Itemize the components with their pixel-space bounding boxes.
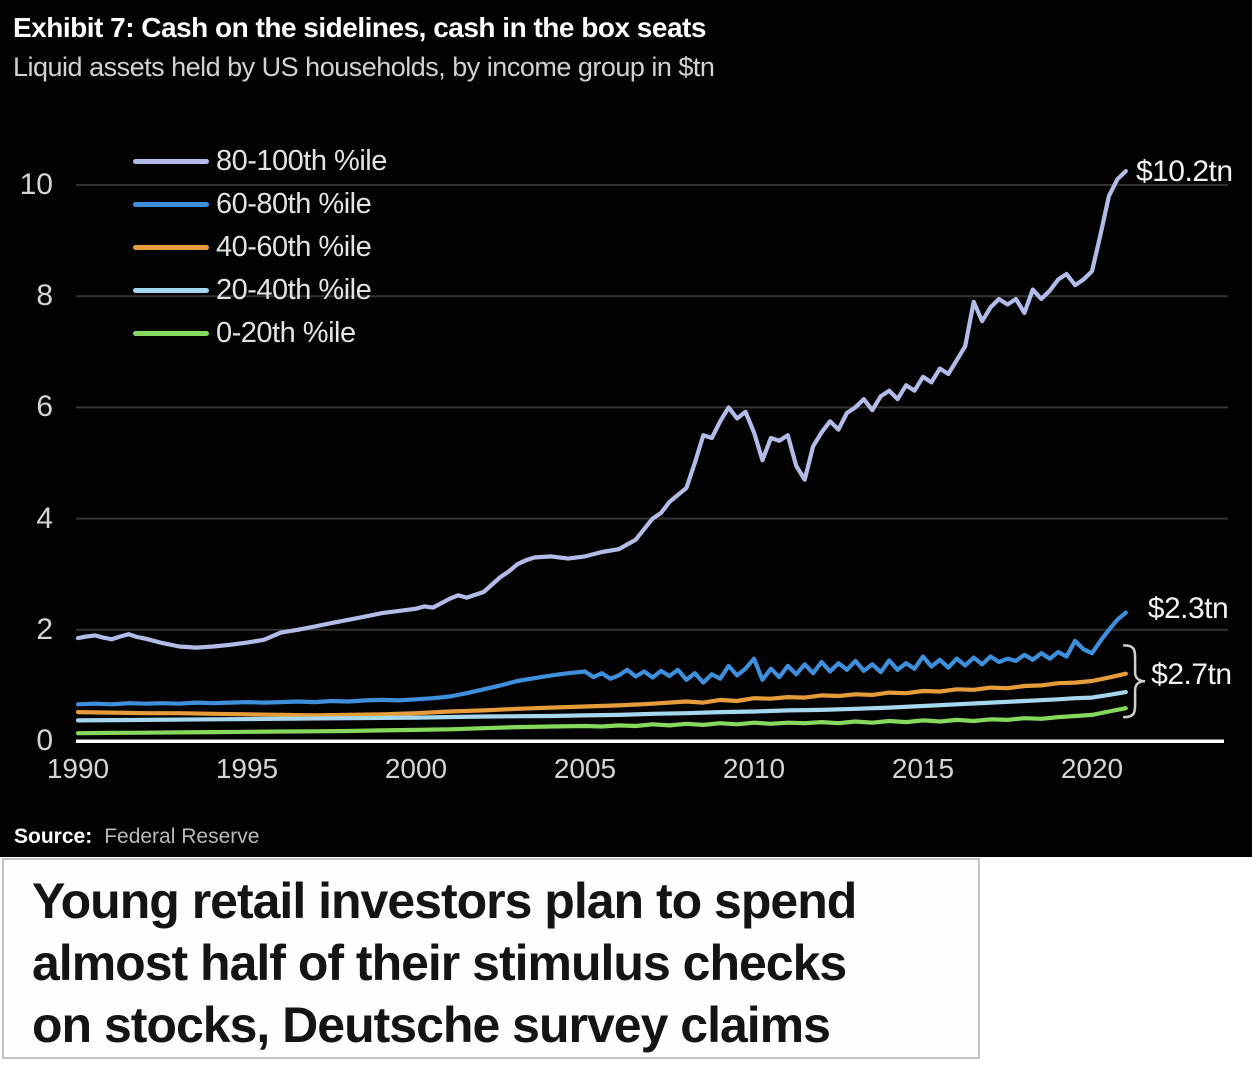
chart-title: Exhibit 7: Cash on the sidelines, cash i… <box>13 12 706 43</box>
legend-label-60-80: 60-80th %ile <box>216 188 372 220</box>
legend-item-40-60: 40-60th %ile <box>133 226 387 269</box>
legend-item-0-20: 0-20th %ile <box>133 312 387 355</box>
line-chart-plot <box>75 169 1228 743</box>
headline-line-3: on stocks, Deutsche survey claims <box>32 997 831 1053</box>
y-tick-10: 10 <box>19 168 53 201</box>
series-line-80-100 <box>75 169 1128 650</box>
x-tick-2000: 2000 <box>384 753 448 784</box>
legend-swatch-80-100 <box>133 159 209 164</box>
y-tick-2: 2 <box>36 612 53 646</box>
source-label: Source: <box>14 825 93 848</box>
series-line-60-80 <box>75 610 1128 707</box>
x-tick-1990: 1990 <box>46 753 110 784</box>
annotation-10.2tn: $10.2tn <box>1135 155 1233 189</box>
legend-item-60-80: 60-80th %ile <box>133 183 387 226</box>
legend-swatch-60-80 <box>133 202 209 207</box>
y-tick-8: 8 <box>36 279 53 313</box>
chart-legend: 80-100th %ile 60-80th %ile 40-60th %ile 20-… <box>133 140 387 355</box>
headline-line-1: Young retail investors plan to spend <box>32 873 857 929</box>
legend-swatch-20-40 <box>133 288 209 293</box>
source-text: Federal Reserve <box>104 825 260 848</box>
x-axis-line <box>76 739 1224 743</box>
annotation-2.3tn: $2.3tn <box>1147 591 1229 625</box>
x-tick-2015: 2015 <box>891 753 955 784</box>
legend-item-20-40: 20-40th %ile <box>133 269 387 312</box>
legend-label-80-100: 80-100th %ile <box>216 145 387 177</box>
annotation-2.7tn: $2.7tn <box>1151 657 1232 691</box>
x-tick-1995: 1995 <box>215 753 279 784</box>
legend-swatch-0-20 <box>133 331 209 336</box>
legend-swatch-40-60 <box>133 245 209 250</box>
legend-label-0-20: 0-20th %ile <box>216 317 356 349</box>
y-tick-4: 4 <box>36 501 53 535</box>
x-tick-2005: 2005 <box>553 753 617 784</box>
x-tick-2020: 2020 <box>1060 753 1124 784</box>
x-tick-2010: 2010 <box>722 753 786 784</box>
chart-panel: Exhibit 7: Cash on the sidelines, cash i… <box>0 0 1252 857</box>
series-line-0-20 <box>75 706 1128 736</box>
chart-subtitle: Liquid assets held by US households, by … <box>13 52 715 82</box>
source-row: Source: Federal Reserve <box>14 825 259 849</box>
legend-label-20-40: 20-40th %ile <box>216 274 372 306</box>
news-headline-box: Young retail investors plan to spend alm… <box>2 858 980 1059</box>
series-line-20-40 <box>75 689 1128 723</box>
y-tick-0: 0 <box>36 724 53 757</box>
headline-line-2: almost half of their stimulus checks <box>32 935 847 991</box>
brace-icon <box>1122 644 1146 719</box>
legend-item-80-100: 80-100th %ile <box>133 140 387 183</box>
series-line-40-60 <box>75 671 1128 718</box>
legend-label-40-60: 40-60th %ile <box>216 231 372 263</box>
y-tick-6: 6 <box>36 390 53 424</box>
